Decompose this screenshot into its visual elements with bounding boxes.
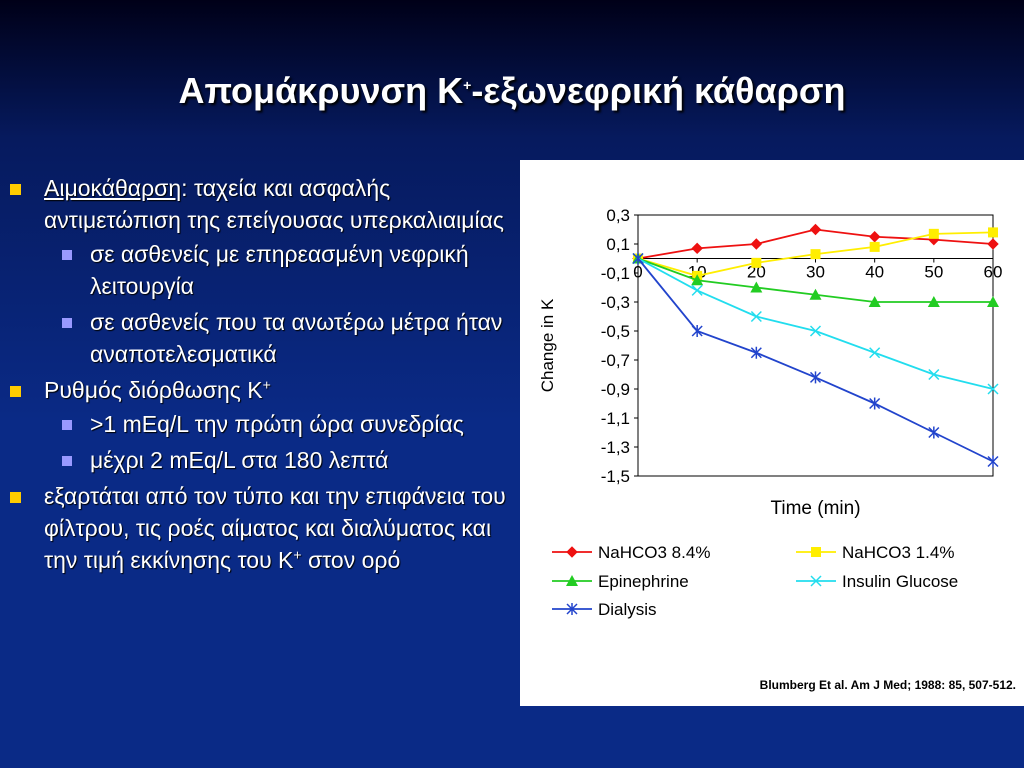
y-tick-label: -1,3 [601, 438, 630, 457]
data-point [811, 547, 821, 557]
y-tick-label: -0,1 [601, 264, 630, 283]
chart-panel: 0,30,1-0,1-0,3-0,5-0,7-0,9-1,1-1,3-1,501… [520, 160, 1024, 706]
x-tick-label: 0 [633, 263, 642, 282]
y-tick-label: -0,3 [601, 293, 630, 312]
x-axis-label: Time (min) [770, 498, 860, 519]
y-axis-label: Change in K [538, 298, 557, 392]
x-tick-label: 60 [984, 263, 1003, 282]
data-point [987, 238, 999, 250]
data-point [809, 223, 822, 236]
data-point [928, 426, 940, 439]
data-point [691, 242, 703, 255]
data-point [750, 238, 763, 250]
sub-bullet-first-hour: >1 mEq/L την πρώτη ώρα συνεδρίας [8, 408, 513, 440]
square-bullet-icon [62, 420, 72, 430]
y-tick-label: -1,5 [601, 467, 630, 486]
marker-stroke [691, 284, 703, 296]
data-point [810, 249, 821, 260]
bullet-list: Αιμοκάθαρση: ταχεία και ασφαλής αντιμετώ… [8, 172, 513, 578]
data-point [566, 575, 578, 586]
bullet-depends: εξαρτάται από τον τύπο και την επιφάνεια… [8, 480, 513, 576]
y-tick-label: -0,5 [601, 322, 630, 341]
data-point [566, 603, 578, 615]
x-tick-label: 50 [924, 263, 943, 282]
data-point [868, 231, 881, 243]
marker-stroke [987, 383, 999, 395]
x-tick-label: 30 [806, 263, 825, 282]
marker-stroke [809, 325, 822, 337]
sub-bullet-ineffective: σε ασθενείς που τα ανωτέρω μέτρα ήταν αν… [8, 306, 513, 370]
hemodialysis-term: Αιμοκάθαρση [44, 175, 182, 201]
data-point [566, 546, 578, 558]
page-title: Απομάκρυνση K+-εξωνεφρική κάθαρση [178, 70, 846, 111]
data-point [987, 296, 999, 307]
legend-label-nahco3-8-4: NaHCO3 8.4% [598, 543, 710, 562]
y-tick-label: 0,1 [606, 235, 630, 254]
data-point [928, 368, 940, 381]
data-point [927, 296, 940, 307]
citation: Blumberg Et al. Am J Med; 1988: 85, 507-… [759, 678, 1016, 692]
data-point [987, 383, 999, 395]
data-point [869, 241, 880, 252]
y-tick-label: -0,9 [601, 380, 630, 399]
data-point [750, 346, 762, 359]
data-point [928, 228, 939, 239]
legend-label-dialysis: Dialysis [598, 600, 657, 619]
data-point [809, 325, 822, 337]
data-point [869, 347, 881, 359]
plot-frame [637, 214, 994, 477]
square-bullet-icon [62, 456, 72, 466]
bullet-hemodialysis: Αιμοκάθαρση: ταχεία και ασφαλής αντιμετώ… [8, 172, 513, 236]
data-point [988, 227, 998, 238]
data-point [987, 455, 999, 468]
data-point [751, 257, 762, 268]
marker-stroke [869, 347, 881, 359]
square-bullet-icon [10, 184, 21, 195]
legend-label-epinephrine: Epinephrine [598, 572, 689, 591]
x-tick-label: 40 [865, 263, 884, 282]
data-point [691, 274, 704, 286]
data-point [868, 296, 881, 307]
y-tick-label: -0,7 [601, 351, 630, 370]
bullet-correction-rate: Ρυθμός διόρθωσης K+ [8, 374, 513, 406]
marker-stroke [928, 368, 940, 381]
data-point [810, 575, 822, 587]
square-bullet-icon [10, 386, 21, 397]
square-bullet-icon [62, 318, 72, 328]
data-point [691, 325, 703, 337]
sub-bullet-renal: σε ασθενείς με επηρεασμένη νεφρική λειτο… [8, 238, 513, 302]
sub-bullet-180-min: μέχρι 2 mEq/L στα 180 λεπτά [8, 444, 513, 476]
data-point [869, 397, 881, 410]
hemodialysis-text: : ταχεία και ασφαλής αντιμετώπιση της επ… [44, 175, 504, 233]
line-chart: 0,30,1-0,1-0,3-0,5-0,7-0,9-1,1-1,3-1,501… [538, 206, 1003, 619]
legend-label-insulin-glucose: Insulin Glucose [842, 572, 958, 591]
y-tick-label: -1,1 [601, 409, 630, 428]
data-point [809, 371, 822, 384]
marker-stroke [810, 575, 822, 587]
data-point [809, 288, 822, 300]
square-bullet-icon [62, 250, 72, 260]
marker-stroke [750, 310, 762, 323]
data-point [750, 310, 762, 323]
data-point [750, 281, 763, 293]
square-bullet-icon [10, 492, 21, 503]
y-tick-label: 0,3 [606, 206, 630, 225]
data-point [691, 284, 703, 296]
legend-label-nahco3-1-4: NaHCO3 1.4% [842, 543, 954, 562]
data-point [632, 252, 644, 265]
